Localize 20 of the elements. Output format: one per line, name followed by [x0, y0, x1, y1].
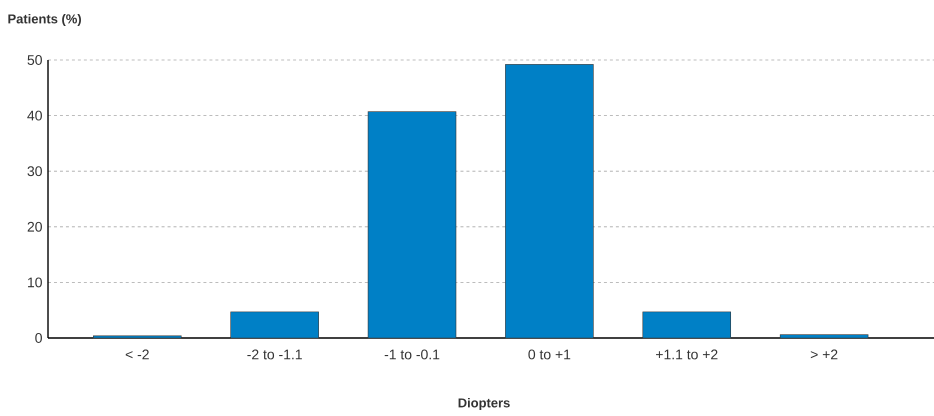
- bar: [93, 335, 182, 338]
- bar: [230, 312, 319, 338]
- bar: [780, 334, 868, 338]
- y-tick-label: 50: [28, 55, 42, 65]
- x-tick-label: 0 to +1: [528, 350, 570, 360]
- bar: [368, 111, 456, 338]
- x-tick-label: -1 to -0.1: [384, 350, 440, 360]
- x-tick-label: < -2: [126, 350, 149, 360]
- y-tick-label: 0: [35, 333, 42, 343]
- x-axis-title: Diopters: [458, 398, 510, 410]
- chart-title: Patients (%): [8, 14, 81, 26]
- bar: [505, 64, 594, 338]
- x-tick-label: > +2: [810, 350, 838, 360]
- y-tick-label: 40: [27, 110, 42, 121]
- y-tick-label: 30: [28, 166, 42, 176]
- bar: [642, 312, 732, 338]
- x-tick-label: +1.1 to +2: [656, 350, 718, 360]
- x-tick-label: -2 to -1.1: [247, 350, 302, 360]
- y-tick-label: 10: [28, 277, 42, 288]
- y-tick-label: 20: [28, 222, 42, 232]
